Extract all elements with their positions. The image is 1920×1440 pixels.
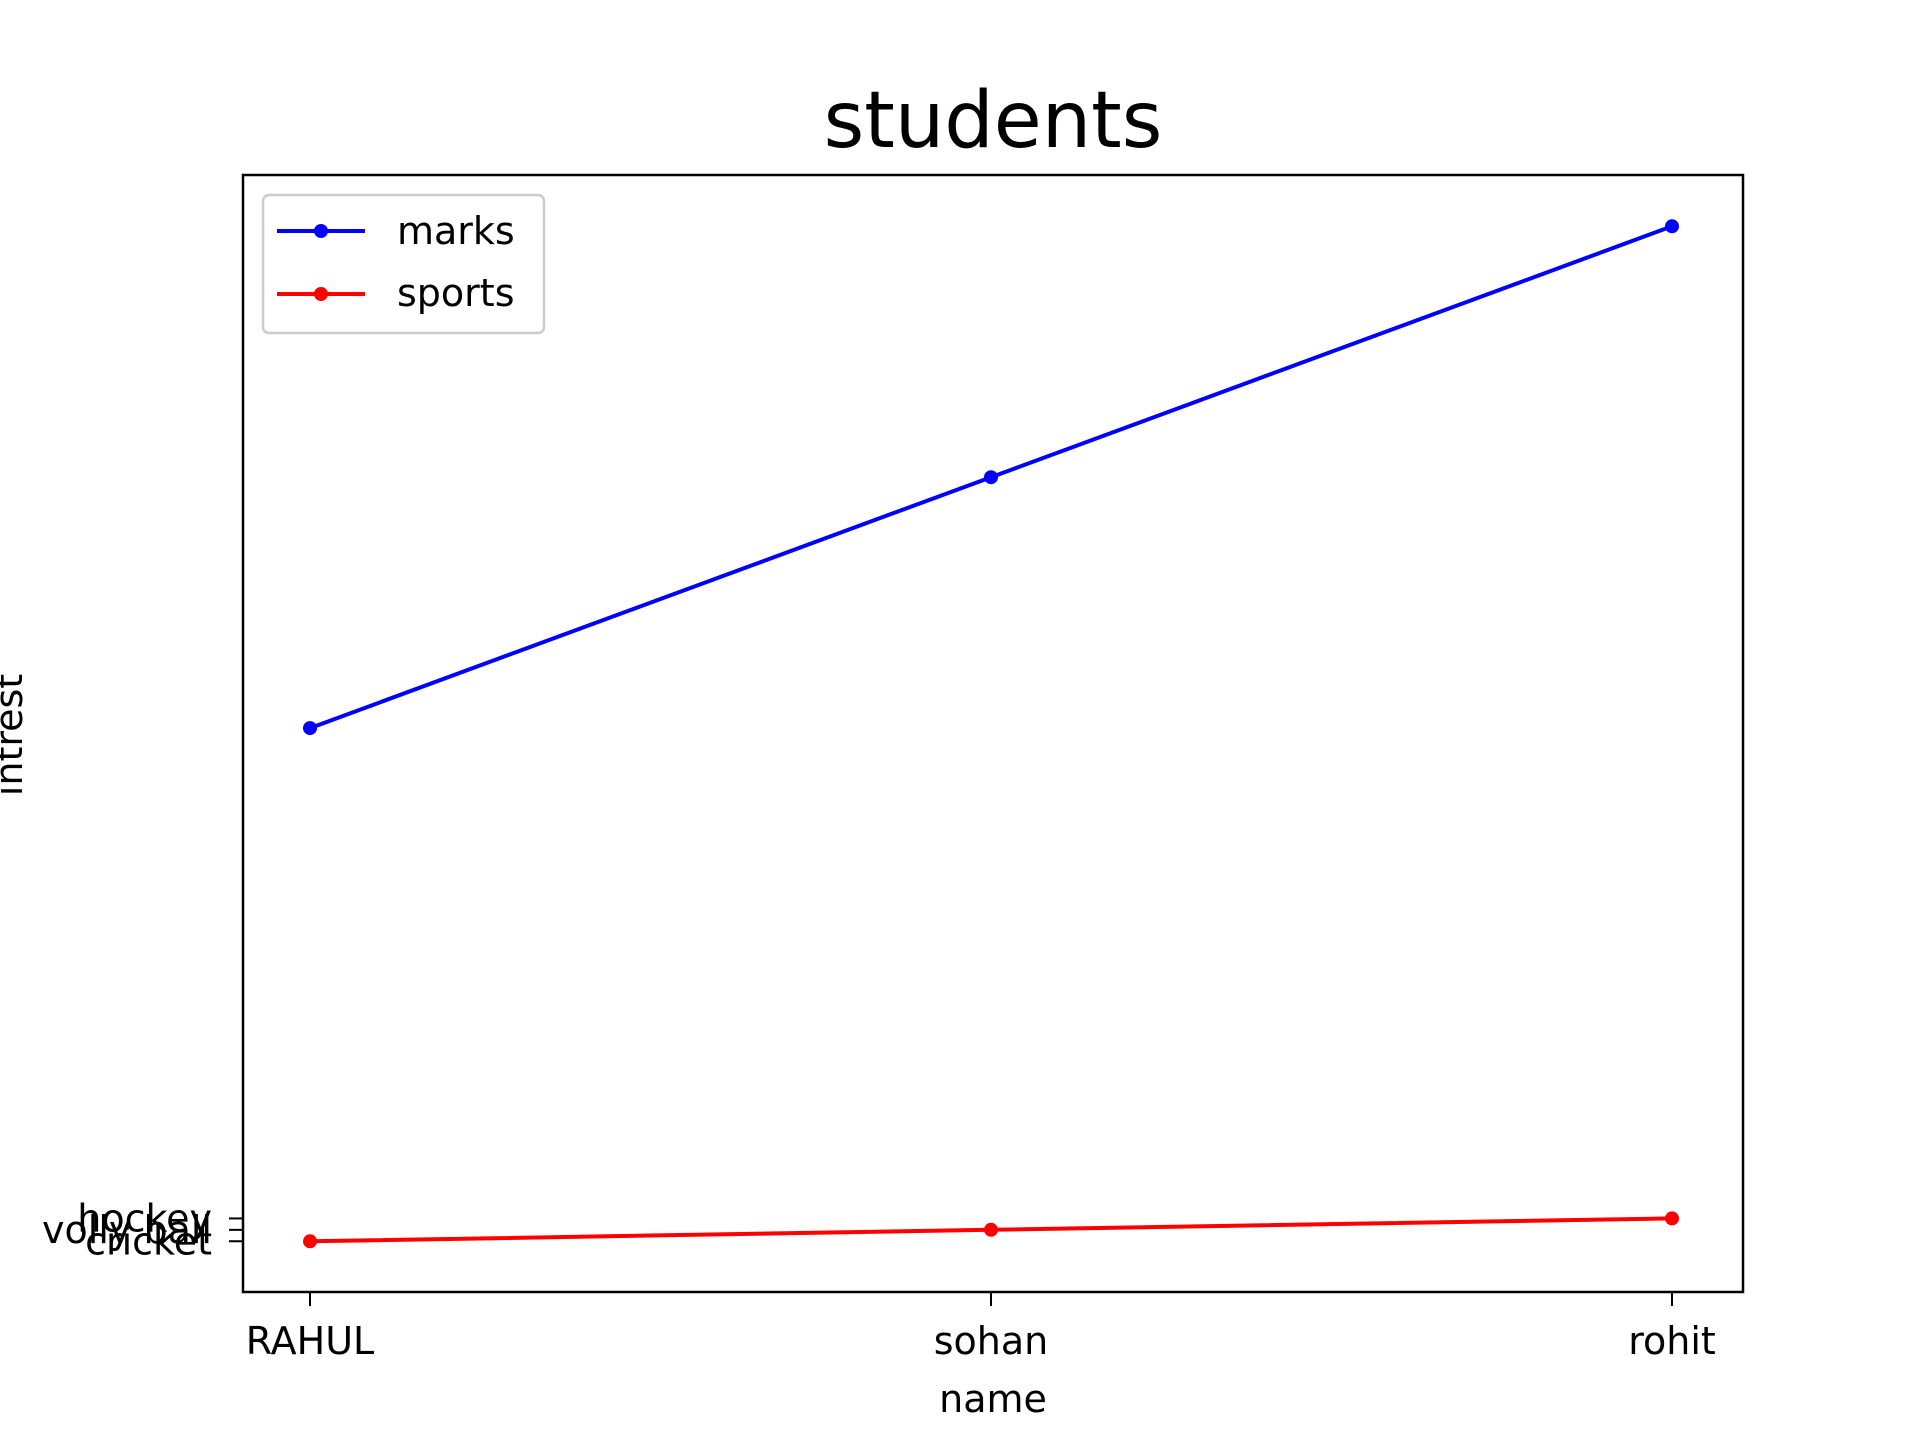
data-point-sports-sohan [984,1222,998,1237]
y-tick-label: cricket [85,1219,212,1263]
legend-marker-sports [314,287,328,301]
data-point-marks-rohit [1665,219,1679,234]
x-tick-label: RAHUL [246,1319,374,1363]
y-tick-label: hockey [77,1196,212,1240]
legend-entry-sports: sports [277,271,515,315]
y-tick-label: volly ball [42,1208,212,1252]
data-point-sports-rohit [1665,1211,1679,1226]
chart-title: students [824,76,1163,166]
legend-label-sports: sports [397,271,515,315]
data-point-sports-rahul [303,1234,317,1249]
legend-entry-marks: marks [277,209,515,253]
legend-label-marks: marks [397,209,515,253]
series-layer [303,219,1679,1249]
y-axis-label: intrest [0,674,31,796]
data-point-marks-sohan [984,470,998,485]
x-tick-label: rohit [1628,1319,1716,1363]
data-point-marks-rahul [303,721,317,736]
legend-marker-marks [314,224,328,238]
x-axis-ticks: RAHUL sohan rohit [246,1292,1716,1363]
plot-area [241,173,1745,1294]
legend: marks sports [261,193,546,335]
x-axis-label: name [939,1377,1047,1421]
x-tick-label: sohan [934,1319,1049,1363]
